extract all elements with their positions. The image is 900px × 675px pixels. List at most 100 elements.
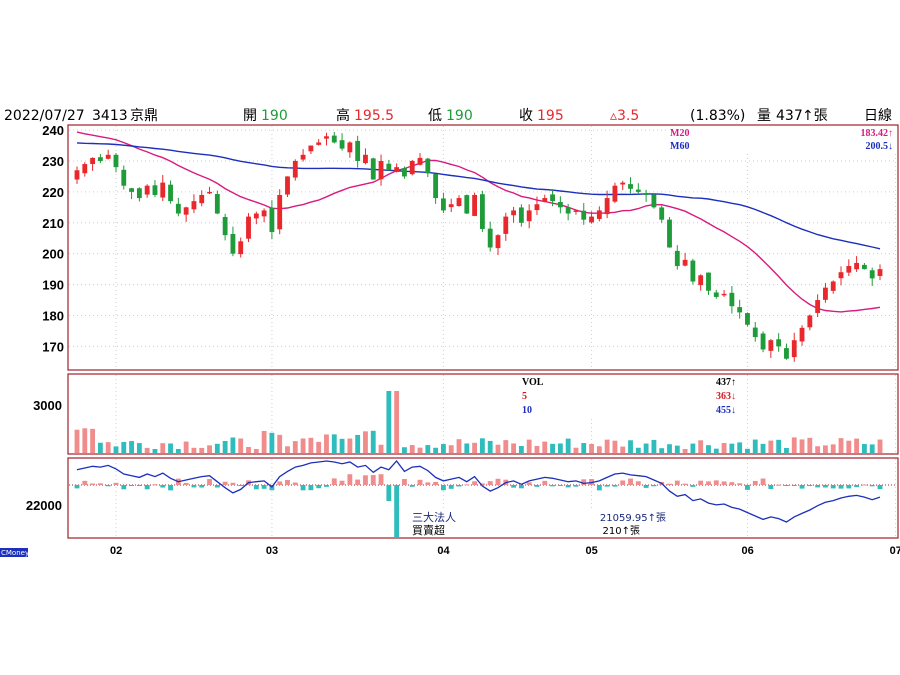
- legend-inst-name: 三大法人: [412, 510, 456, 524]
- candle-body: [456, 198, 462, 207]
- y-axis-ticks: 240 230 220 210 200 190 180 170: [42, 123, 64, 354]
- volume-bar: [191, 447, 197, 453]
- candle-body: [729, 292, 735, 307]
- candle-body: [573, 210, 579, 212]
- institutional-bars: [69, 459, 897, 537]
- institutional-bar: [776, 484, 782, 486]
- candle-body: [846, 266, 852, 273]
- candle-body: [823, 287, 828, 300]
- high-label: 高: [336, 107, 350, 124]
- institutional-bar: [441, 485, 446, 491]
- institutional-bar: [495, 478, 501, 485]
- institutional-bar: [160, 485, 166, 488]
- volume-bar: [97, 442, 103, 453]
- candle-body: [869, 270, 875, 279]
- institutional-bar: [526, 482, 532, 485]
- volume-bar: [745, 448, 750, 453]
- candle-body: [534, 204, 540, 211]
- candle-body: [238, 241, 244, 255]
- candle-body: [479, 194, 485, 229]
- institutional-bar: [285, 479, 290, 485]
- volume-bar: [674, 445, 680, 453]
- institutional-bar: [129, 485, 134, 486]
- institutional-bar: [651, 485, 657, 487]
- volume-bar: [82, 428, 88, 453]
- candle-body: [222, 217, 228, 236]
- institutional-bar: [277, 481, 283, 485]
- institutional-bar: [144, 485, 150, 490]
- volume-bar: [277, 434, 283, 453]
- candle-body: [144, 185, 150, 195]
- candle-body: [300, 154, 306, 160]
- price-ytick-label: 180: [42, 308, 64, 323]
- volume-bar: [261, 430, 267, 453]
- volume-bar: [113, 446, 119, 453]
- volume-bar: [355, 434, 361, 453]
- month-tick-label: 03: [266, 545, 278, 557]
- legend-vol10-name: 10: [522, 405, 532, 416]
- volume-bar: [784, 447, 789, 453]
- candle-body: [152, 185, 158, 195]
- volume-bar: [713, 448, 719, 453]
- candle-body: [324, 136, 329, 139]
- open-label: 開: [243, 108, 257, 124]
- price-ytick-label: 230: [42, 154, 64, 169]
- volume-panel-frame: [67, 373, 899, 455]
- volume-bar: [565, 438, 571, 453]
- header-date: 2022/07/27: [4, 108, 85, 124]
- candle-body: [207, 191, 212, 194]
- institutional-bar: [238, 485, 244, 486]
- institutional-bar: [682, 483, 688, 485]
- volume-bar: [136, 443, 142, 453]
- institutional-bar: [355, 479, 361, 485]
- institutional-bar: [721, 481, 727, 485]
- volume-bar: [363, 431, 368, 453]
- volume-bar: [791, 437, 797, 453]
- volume-bar: [604, 439, 610, 453]
- volume-bar: [635, 447, 641, 453]
- candle-body: [105, 154, 111, 159]
- institutional-bar: [542, 480, 548, 485]
- volume-bar: [550, 443, 555, 453]
- header-name: 京鼎: [130, 108, 158, 124]
- volume-bar: [752, 439, 758, 453]
- institutional-bar: [152, 484, 158, 486]
- candle-body: [113, 154, 119, 168]
- candle-body: [347, 142, 353, 153]
- price-panel-frame: [67, 124, 899, 371]
- institutional-bar: [854, 485, 860, 488]
- legend-vol-value: 437↑: [716, 377, 736, 388]
- institutional-bar: [846, 485, 852, 489]
- institutional-bar: [752, 480, 758, 485]
- watermark-bg: [0, 548, 28, 557]
- institutional-bar: [230, 482, 236, 485]
- candle-body: [417, 157, 423, 165]
- institutional-bar: [433, 481, 439, 485]
- institutional-bar: [534, 485, 540, 487]
- volume-bar: [347, 438, 353, 453]
- institutional-bar: [448, 485, 454, 489]
- volume-bar: [207, 445, 212, 453]
- candle-body: [518, 207, 524, 223]
- institutional-bar: [214, 485, 220, 488]
- volume-bar: [534, 445, 540, 453]
- institutional-bar: [105, 485, 111, 487]
- institutional-bar: [456, 485, 462, 487]
- institutional-bar: [339, 480, 345, 485]
- institutional-bar: [90, 483, 96, 485]
- legend-vol-name: VOL: [522, 377, 544, 388]
- candle-body: [183, 207, 189, 215]
- institutional-bar: [121, 485, 127, 490]
- candle-body: [82, 164, 88, 174]
- volume-bar: [339, 438, 345, 453]
- header-code: 3413: [92, 108, 128, 124]
- candle-body: [168, 184, 173, 202]
- high-value: 195.5: [354, 108, 394, 124]
- institutional-bar: [292, 482, 298, 485]
- price-legend-bg: [666, 126, 896, 153]
- volume-bar: [721, 443, 727, 453]
- institutional-bar: [511, 485, 516, 488]
- institutional-bar: [136, 485, 142, 486]
- institutional-bar: [877, 485, 883, 490]
- candle-body: [472, 194, 478, 216]
